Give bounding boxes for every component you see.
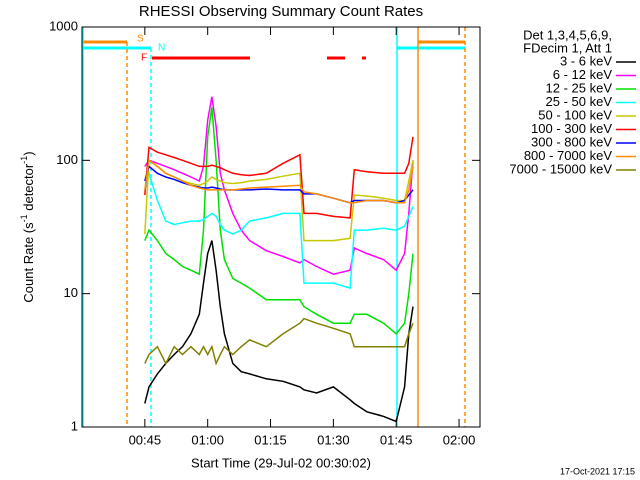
plot-frame xyxy=(81,26,481,428)
series-line xyxy=(144,158,414,204)
chart-title: RHESSI Observing Summary Count Rates xyxy=(139,3,423,20)
series-line xyxy=(144,107,414,335)
y-tick-label: 1000 xyxy=(49,18,78,33)
footer: 17-Oct-2021 17:15 xyxy=(560,466,635,476)
x-tick-label: 00:45 xyxy=(129,432,162,447)
legend-header: Det 1,3,4,5,6,9, xyxy=(523,27,612,42)
y-axis-title-part: detector xyxy=(21,163,36,214)
x-tick-label: 01:30 xyxy=(317,432,350,447)
series-line xyxy=(144,317,414,366)
y-tick-label: 10 xyxy=(64,285,78,300)
series-line xyxy=(144,240,414,423)
legend-label: 12 - 25 keV xyxy=(546,80,613,95)
y-axis-title-part: ) xyxy=(21,151,36,155)
annotation: F xyxy=(141,53,147,64)
series-line xyxy=(144,170,414,290)
legend-label: 25 - 50 keV xyxy=(546,94,613,109)
legend-label: 6 - 12 keV xyxy=(553,67,613,82)
x-tick-label: 01:45 xyxy=(380,432,413,447)
x-axis-title: Start Time (29-Jul-02 00:30:02) xyxy=(191,455,371,470)
y-axis-title: Count Rate (s-1 detector-1) xyxy=(19,151,36,302)
legend-label: 7000 - 15000 keV xyxy=(509,161,612,176)
annotation: N xyxy=(158,43,165,54)
y-axis-title-part: Count Rate (s xyxy=(21,222,36,303)
annotation: S xyxy=(137,34,144,45)
legend-label: 100 - 300 keV xyxy=(531,121,612,136)
y-axis-title-sup: -1 xyxy=(19,156,29,164)
series-line xyxy=(144,136,414,219)
y-axis-title-sup: -1 xyxy=(19,214,29,222)
legend-label: 800 - 7000 keV xyxy=(524,148,613,163)
legend-label: 3 - 6 keV xyxy=(560,53,612,68)
y-tick-label: 1 xyxy=(71,418,78,433)
legend-label: 50 - 100 keV xyxy=(538,107,612,122)
x-tick-label: 01:00 xyxy=(191,432,224,447)
x-tick-label: 02:00 xyxy=(443,432,476,447)
y-tick-label: 100 xyxy=(56,152,78,167)
legend-header: FDecim 1, Att 1 xyxy=(523,40,612,55)
legend-label: 300 - 800 keV xyxy=(531,134,612,149)
x-tick-label: 01:15 xyxy=(254,432,287,447)
state-lines xyxy=(82,27,466,427)
